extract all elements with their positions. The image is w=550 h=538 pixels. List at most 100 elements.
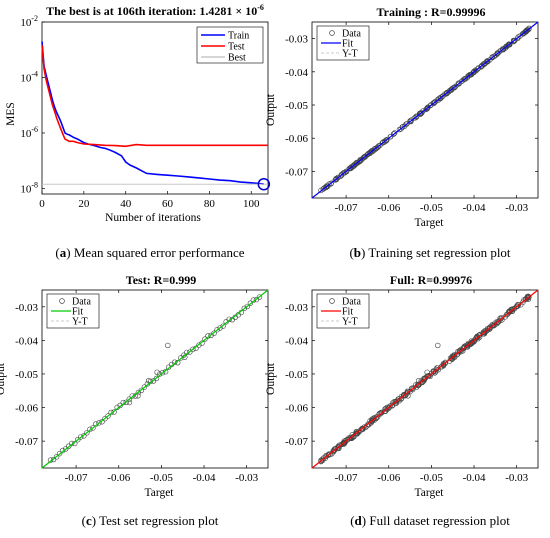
caption-open: (: [82, 513, 86, 528]
x-tick-label: -0.04: [193, 472, 216, 484]
data-point: [53, 454, 60, 460]
data-point: [482, 329, 488, 336]
data-point: [333, 175, 339, 182]
y-tick-label: -0.04: [285, 335, 308, 347]
regression-chart-d: Full: R=0.99976 -0.07 -0.06 -0.05 -0.04 -0.03…: [265, 273, 539, 528]
data-point: [337, 173, 344, 180]
legend-label-data: Data: [72, 297, 91, 308]
data-point: [65, 443, 72, 449]
data-point: [217, 325, 223, 331]
x-axis-label: Target: [145, 487, 175, 499]
data-point: [341, 170, 348, 176]
data-point-outlier: [405, 393, 411, 399]
legend-label-train: Train: [228, 31, 249, 42]
y-tick-label: -0.04: [285, 67, 308, 79]
data-point: [367, 150, 373, 156]
data-point: [424, 105, 430, 111]
data-point: [344, 437, 351, 443]
data-point: [417, 111, 424, 117]
data-point: [456, 80, 462, 87]
legend-label-yt: Y-T: [342, 49, 358, 60]
data-point: [520, 299, 526, 305]
y-tick-label: 10-6: [20, 125, 38, 140]
data-point: [96, 420, 102, 426]
fit-line: [41, 289, 269, 469]
data-point: [367, 150, 373, 157]
data-point: [508, 307, 515, 313]
y-tick-label: -0.07: [285, 166, 308, 178]
caption-close: ): [361, 245, 365, 260]
x-tick-label: -0.07: [335, 202, 358, 214]
regression-chart-c: Test: R=0.999 -0.07 -0.06 -0.05 -0.04 -0.03 -0…: [0, 273, 269, 528]
data-point: [450, 354, 456, 361]
legend-swatch-data: [329, 30, 335, 36]
data-point: [159, 370, 166, 376]
y-tick-label: -0.06: [285, 403, 308, 415]
data-point: [405, 388, 411, 395]
data-point: [323, 183, 330, 189]
y-tick-base: 10: [20, 17, 32, 29]
caption-tag: a: [60, 245, 67, 260]
y-tick-label: -0.05: [285, 100, 308, 112]
data-point: [105, 413, 111, 419]
y-axis-label: MES: [5, 102, 17, 126]
data-point: [81, 433, 87, 439]
caption-text: Training set regression plot: [365, 245, 511, 260]
y-axis-label: Output: [0, 362, 7, 395]
data-point: [244, 303, 251, 310]
data-point: [50, 456, 57, 463]
x-tick-label: -0.05: [420, 202, 443, 214]
data-point: [341, 440, 347, 447]
y-tick-base: 10: [20, 128, 32, 140]
series-line-test: [41, 44, 268, 148]
data-point: [362, 153, 368, 160]
caption: (c) Test set regression plot: [82, 513, 219, 528]
data-point: [510, 306, 516, 312]
y-tick-label: -0.06: [15, 403, 38, 415]
data-point: [451, 84, 458, 90]
data-point: [375, 144, 381, 150]
x-axis-label: Number of iterations: [105, 212, 201, 224]
data-point: [423, 106, 429, 113]
data-point: [389, 402, 396, 408]
data-point: [84, 430, 90, 436]
x-tick-label: 40: [120, 198, 132, 210]
data-point-outlier: [165, 342, 171, 349]
x-axis-label: Target: [415, 217, 445, 229]
fit-line: [311, 21, 539, 199]
legend-label-fit: Fit: [72, 307, 83, 318]
data-point: [247, 300, 254, 306]
data-point: [353, 431, 359, 437]
x-tick-label: 100: [243, 198, 260, 210]
data-point: [328, 181, 334, 187]
x-tick-label: -0.05: [420, 472, 443, 484]
data-point: [380, 139, 386, 145]
y-tick-label: -0.07: [15, 436, 38, 448]
data-point: [375, 143, 382, 149]
x-tick-label: -0.07: [65, 472, 88, 484]
data-point: [466, 72, 473, 78]
data-point: [489, 54, 495, 60]
data-point: [153, 375, 160, 382]
data-point: [458, 348, 464, 355]
data-point-outlier: [415, 377, 422, 384]
data-point: [424, 373, 430, 380]
data-point: [422, 375, 428, 381]
x-tick-label: -0.07: [335, 472, 358, 484]
x-tick-label: -0.03: [235, 472, 258, 484]
data-point: [502, 45, 509, 51]
data-point: [354, 160, 361, 166]
data-point: [138, 387, 145, 394]
data-point: [335, 445, 341, 451]
data-point: [459, 77, 466, 84]
y-tick-label: -0.03: [15, 302, 38, 314]
data-point: [196, 342, 202, 348]
legend-label-yt: Y-T: [72, 317, 88, 328]
data-point-outlier: [154, 369, 160, 375]
x-tick-label: 20: [78, 198, 90, 210]
data-point: [256, 294, 263, 300]
y-tick-exponent: -2: [31, 14, 38, 23]
